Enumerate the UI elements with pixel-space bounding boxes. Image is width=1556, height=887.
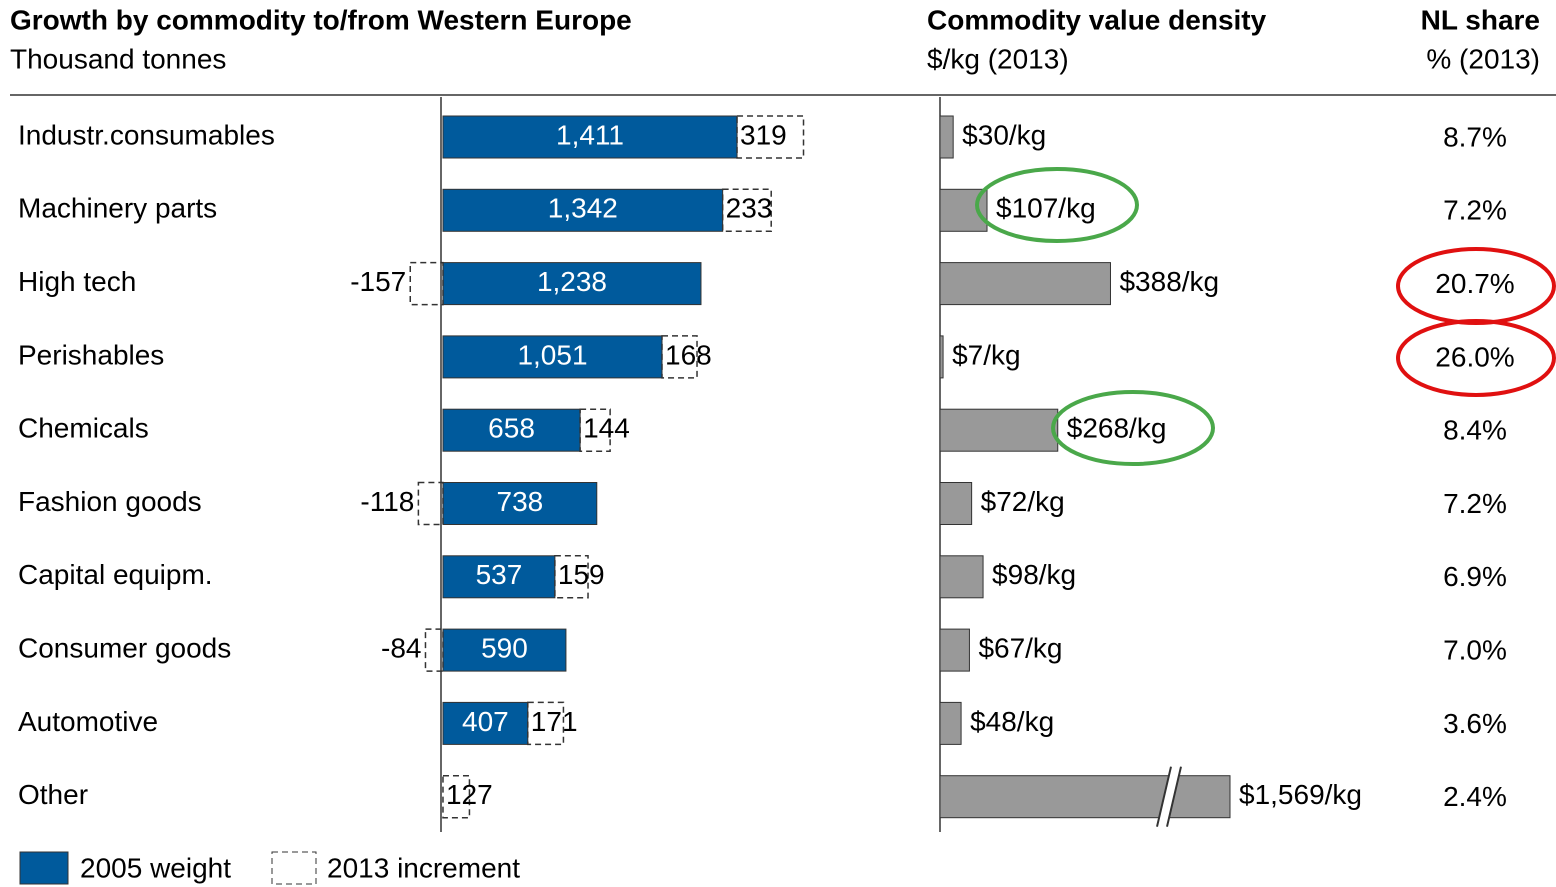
bar — [939, 701, 962, 745]
bar-label: 1,051 — [517, 339, 587, 370]
bar — [939, 335, 944, 379]
increment-bar — [736, 115, 805, 159]
bar-label: 1,411 — [556, 119, 624, 150]
bar-label: $388/kg — [1119, 266, 1219, 297]
bar — [442, 335, 663, 379]
bar — [442, 408, 581, 452]
chart-subtitle: $/kg (2013) — [927, 43, 1069, 74]
bar-label: 1,238 — [537, 266, 607, 297]
increment-bar — [442, 774, 471, 819]
bar-label: $268/kg — [1067, 413, 1167, 444]
highlight-circle — [975, 167, 1139, 243]
category-label: High tech — [18, 266, 136, 297]
category-label: Industr.consumables — [18, 119, 275, 150]
highlight-circle — [1396, 319, 1556, 397]
share-value: 6.9% — [1443, 561, 1507, 592]
increment-bar — [527, 701, 565, 746]
legend-swatch — [19, 851, 69, 885]
share-value: 8.7% — [1443, 121, 1507, 152]
bar-label: 537 — [476, 559, 523, 590]
share-value: 7.2% — [1443, 488, 1507, 519]
category-label: Perishables — [18, 339, 164, 370]
category-label: Fashion goods — [18, 486, 202, 517]
increment-label: 168 — [665, 339, 712, 370]
bar — [939, 555, 984, 599]
bar — [939, 408, 1059, 452]
category-label: Automotive — [18, 706, 158, 737]
bar-label: $1,569/kg — [1239, 779, 1362, 810]
chart-subtitle: % (2013) — [1426, 43, 1540, 74]
axis-break — [1156, 766, 1172, 827]
bar-label: 658 — [488, 413, 535, 444]
highlight-circle — [1051, 390, 1215, 466]
increment-label: 233 — [726, 193, 773, 224]
bar-label: $67/kg — [978, 632, 1062, 663]
increment-bar — [417, 481, 444, 526]
bar-label: $48/kg — [970, 706, 1054, 737]
bar — [442, 701, 529, 745]
increment-label: 159 — [558, 559, 605, 590]
axis-break — [1166, 766, 1182, 827]
bar — [939, 482, 973, 525]
increment-bar — [721, 188, 772, 233]
bar — [442, 115, 738, 159]
category-label: Consumer goods — [18, 632, 231, 663]
legend-swatch — [271, 851, 317, 885]
increment-bar — [661, 335, 698, 379]
increment-label: 171 — [531, 706, 578, 737]
bar — [939, 115, 954, 159]
share-value: 20.7% — [1435, 268, 1514, 299]
increment-label: -157 — [350, 266, 406, 297]
category-label: Chemicals — [18, 413, 149, 444]
bar-label: $30/kg — [962, 119, 1046, 150]
share-value: 26.0% — [1435, 341, 1514, 372]
bar — [939, 628, 970, 672]
marks: Industr.consumables 1,411 319 Machinery par… — [18, 115, 1515, 827]
bar — [442, 482, 598, 525]
share-value: 3.6% — [1443, 708, 1507, 739]
chart-title: Growth by commodity to/from Western Euro… — [10, 4, 632, 35]
share-value: 2.4% — [1443, 781, 1507, 812]
legend-label: 2005 weight — [80, 852, 231, 883]
bar — [939, 775, 1231, 819]
increment-label: 319 — [740, 119, 787, 150]
increment-label: 127 — [446, 779, 493, 810]
chart-title: NL share — [1421, 4, 1540, 35]
increment-bar — [579, 408, 611, 452]
bar-label: 738 — [497, 486, 544, 517]
bar — [442, 628, 567, 672]
increment-bar — [409, 261, 444, 306]
share-value: 8.4% — [1443, 415, 1507, 446]
chart-subtitle: Thousand tonnes — [10, 43, 226, 74]
category-label: Capital equipm. — [18, 559, 213, 590]
share-value: 7.2% — [1443, 195, 1507, 226]
bar — [442, 262, 702, 306]
category-label: Other — [18, 779, 88, 810]
share-value: 7.0% — [1443, 634, 1507, 665]
bar-label: 407 — [462, 706, 509, 737]
category-label: Machinery parts — [18, 193, 217, 224]
axis-break — [1157, 766, 1181, 827]
bar-label: $107/kg — [996, 193, 1096, 224]
bar-label: $72/kg — [981, 486, 1065, 517]
chart-title: Commodity value density — [927, 4, 1267, 35]
bar-label: 1,342 — [548, 193, 618, 224]
bar — [442, 188, 724, 232]
bar — [939, 262, 1111, 306]
increment-label: -84 — [381, 632, 421, 663]
increment-bar — [554, 555, 589, 599]
bar — [442, 555, 556, 599]
bar-label: $7/kg — [952, 339, 1021, 370]
increment-label: -118 — [360, 486, 414, 517]
bar-label: $98/kg — [992, 559, 1076, 590]
bar-label: 590 — [481, 632, 528, 663]
increment-label: 144 — [583, 413, 630, 444]
legend-label: 2013 increment — [327, 852, 520, 883]
